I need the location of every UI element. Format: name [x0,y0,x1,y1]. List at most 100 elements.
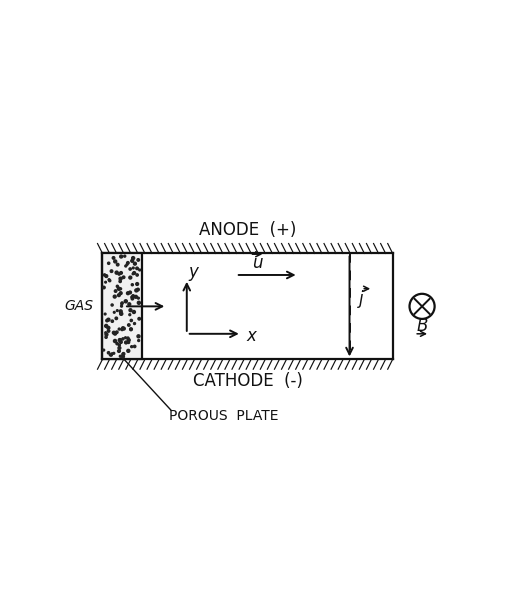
Point [124,289,132,298]
Point [126,305,134,315]
Point [107,267,115,276]
Point [128,292,136,302]
Point [122,296,130,306]
Point [104,326,112,336]
Point [103,316,111,325]
Point [113,327,121,337]
Point [115,270,123,279]
Point [115,340,123,350]
Point [102,330,110,339]
Point [120,324,128,333]
Point [116,284,124,293]
Point [121,251,129,261]
Point [115,290,123,300]
Point [105,348,113,358]
Point [129,269,137,278]
Point [107,350,115,360]
Point [119,273,127,282]
Point [116,274,124,283]
Point [116,336,124,345]
Point [126,287,134,297]
Point [129,263,137,273]
Point [119,352,127,361]
Point [126,273,134,283]
Text: ANODE  (+): ANODE (+) [198,221,295,239]
Point [110,308,118,317]
Point [115,324,123,334]
Point [110,328,118,337]
Point [102,333,110,342]
Point [102,271,110,281]
Point [124,336,132,345]
Point [129,291,137,300]
Point [127,342,135,352]
Text: y: y [188,263,198,281]
Point [129,253,137,263]
Point [128,256,136,265]
Point [110,349,118,358]
Point [124,346,132,356]
Bar [103,253,141,359]
Point [111,286,119,296]
Point [117,306,125,316]
Point [122,338,130,347]
Point [116,277,124,286]
Point [134,298,142,308]
Point [113,268,121,277]
Point [134,255,142,265]
Point [131,259,139,268]
Point [112,314,120,323]
Point [125,320,133,330]
Point [117,252,125,261]
Point [134,336,142,345]
Text: POROUS  PLATE: POROUS PLATE [169,409,278,423]
Point [128,280,136,290]
Point [127,324,135,334]
Point [126,264,134,274]
Point [130,307,138,317]
Point [119,323,127,333]
Point [115,346,123,356]
Point [119,349,127,359]
Point [111,256,119,266]
Point [129,292,137,301]
Point [132,286,140,295]
Point [115,343,123,353]
Text: CATHODE  (-): CATHODE (-) [192,372,302,390]
Point [106,350,114,359]
Point [135,314,143,324]
Point [133,270,141,280]
Text: u: u [251,254,262,273]
Point [100,270,109,280]
Point [111,336,119,346]
Point [108,317,116,326]
Point [127,325,135,334]
Point [133,279,141,289]
Point [106,276,114,286]
Point [134,331,142,341]
Point [134,293,142,303]
Point [133,264,141,273]
Point [130,319,138,328]
Text: x: x [246,327,256,345]
Point [126,310,134,320]
Point [104,315,112,324]
Point [119,349,127,359]
Point [111,329,119,339]
Point [108,349,116,358]
Point [119,334,127,343]
Point [118,299,126,309]
Point [102,328,110,337]
Point [121,333,129,343]
Point [124,333,132,343]
Point [117,302,125,311]
Point [99,283,108,292]
Point [105,258,113,268]
Text: B: B [416,317,427,335]
Point [123,260,131,270]
Point [127,316,135,325]
Point [124,337,132,347]
Point [104,323,112,333]
Point [99,345,108,355]
Point [109,253,117,262]
